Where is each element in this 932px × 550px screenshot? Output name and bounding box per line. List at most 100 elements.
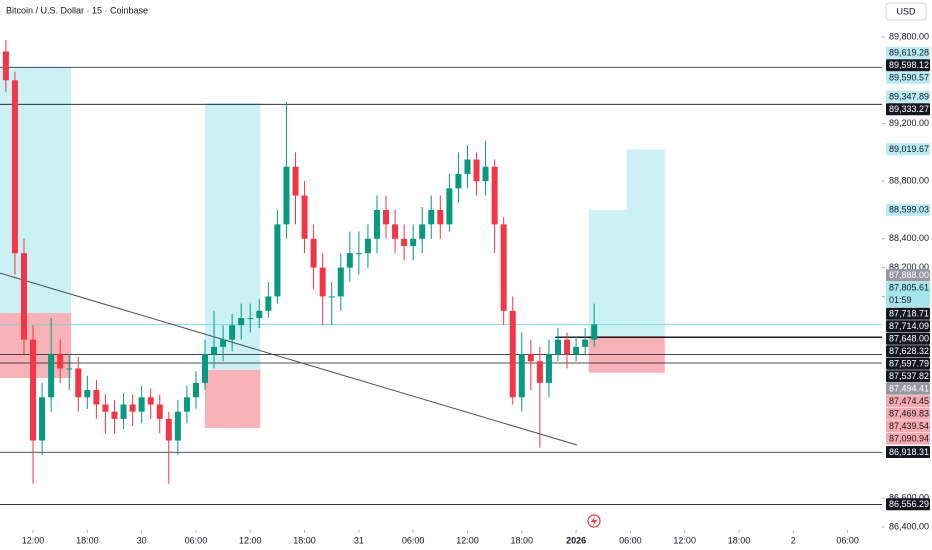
candle-body	[174, 411, 181, 441]
candle-body	[11, 80, 18, 254]
price-label: 87,805.61	[889, 283, 929, 293]
candle-body	[165, 418, 172, 441]
chart-title: Bitcoin / U.S. Dollar · 15 · Coinbase	[6, 5, 148, 15]
price-label-box	[886, 446, 930, 459]
candle-body	[364, 238, 371, 254]
price-label: 87,090.94	[889, 434, 929, 444]
candle-body	[129, 404, 136, 412]
candle-body	[2, 51, 9, 81]
candle-body	[310, 238, 317, 268]
position-zone	[0, 67, 72, 313]
price-label-box	[886, 382, 930, 395]
candle-body	[482, 166, 489, 182]
position-zone	[626, 149, 665, 337]
price-label-box	[886, 357, 930, 370]
price-label: 87,597.79	[889, 359, 929, 369]
candle-body	[591, 324, 598, 340]
price-label: 89,333.27	[889, 104, 929, 114]
candle-body	[545, 354, 552, 383]
x-tick-label: 18:00	[728, 535, 751, 545]
price-label: 89,347.89	[889, 92, 929, 102]
candle-body	[527, 354, 534, 362]
candle-body	[355, 253, 362, 255]
x-tick-label: 12:00	[456, 535, 479, 545]
candle-body	[564, 339, 571, 355]
event-icon[interactable]	[587, 514, 601, 528]
price-label-box	[886, 370, 930, 383]
candle-body	[383, 209, 390, 225]
currency-label[interactable]: USD	[896, 6, 916, 16]
candle-body	[39, 397, 46, 441]
candle-body	[437, 209, 444, 225]
candle-body	[147, 397, 154, 405]
x-tick-label: 12:00	[22, 535, 45, 545]
price-label: 87,714.09	[889, 321, 929, 331]
y-tick-label: 89,800.00	[889, 31, 929, 41]
currency-button[interactable]	[885, 2, 927, 21]
x-tick-label: 18:00	[293, 535, 316, 545]
candle-body	[66, 368, 73, 370]
price-label-box	[886, 71, 930, 84]
candle-body	[464, 159, 471, 174]
x-tick-label: 12:00	[673, 535, 696, 545]
position-zone	[588, 210, 627, 337]
price-label-box	[886, 269, 930, 282]
price-label-box	[886, 90, 930, 103]
candle-body	[428, 209, 435, 225]
candle-body	[373, 209, 380, 239]
price-label-box	[886, 332, 930, 345]
price-label: 88,599.03	[889, 205, 929, 215]
price-label-box	[886, 345, 930, 358]
price-label-box	[886, 432, 930, 445]
x-tick-label: 12:00	[239, 535, 262, 545]
candle-body	[30, 339, 37, 441]
price-label: 86,918.31	[889, 447, 929, 457]
price-label: 87,494.41	[889, 384, 929, 394]
x-tick-label: 30	[137, 535, 147, 545]
candle-body	[20, 253, 27, 340]
candle-body	[518, 354, 525, 398]
candle-body	[202, 354, 209, 383]
price-label: 87,439.54	[889, 421, 929, 431]
candle-body	[156, 404, 163, 419]
candle-body	[274, 224, 281, 297]
price-label-box	[886, 281, 930, 308]
candle-body	[84, 390, 91, 398]
candle-body	[192, 382, 199, 398]
x-tick-label: 2026	[566, 535, 586, 545]
y-tick-label: 86,600.00	[889, 493, 929, 503]
candle-body	[238, 318, 245, 326]
price-label-box	[886, 407, 930, 420]
x-tick-label: 2	[791, 535, 796, 545]
candle-body	[392, 224, 399, 239]
y-tick-label: 89,200.00	[889, 118, 929, 128]
price-label: 89,590.57	[889, 73, 929, 83]
candle-body	[111, 411, 118, 419]
price-label: 87,474.45	[889, 396, 929, 406]
candle-body	[211, 346, 218, 355]
candle-body	[247, 318, 254, 320]
y-tick-label: 86,400.00	[889, 521, 929, 531]
candle-body	[229, 325, 236, 340]
candle-body	[301, 195, 308, 239]
x-tick-label: 18:00	[76, 535, 99, 545]
candle-body	[346, 253, 353, 268]
countdown-label: 01:59	[889, 295, 912, 305]
price-label: 87,648.00	[889, 334, 929, 344]
x-tick-label: 06:00	[402, 535, 425, 545]
price-label: 87,628.32	[889, 346, 929, 356]
price-label-box	[886, 420, 930, 433]
price-label: 89,019.67	[889, 144, 929, 154]
candle-body	[328, 296, 335, 298]
price-label-box	[886, 203, 930, 216]
candle-body	[265, 296, 272, 311]
candle-body	[220, 339, 227, 347]
price-label: 87,537.82	[889, 371, 929, 381]
candle-body	[292, 166, 299, 196]
price-label: 89,598.12	[889, 60, 929, 70]
candle-body	[283, 166, 290, 225]
x-tick-label: 18:00	[511, 535, 534, 545]
x-tick-label: 06:00	[836, 535, 859, 545]
price-label-box	[886, 46, 930, 59]
